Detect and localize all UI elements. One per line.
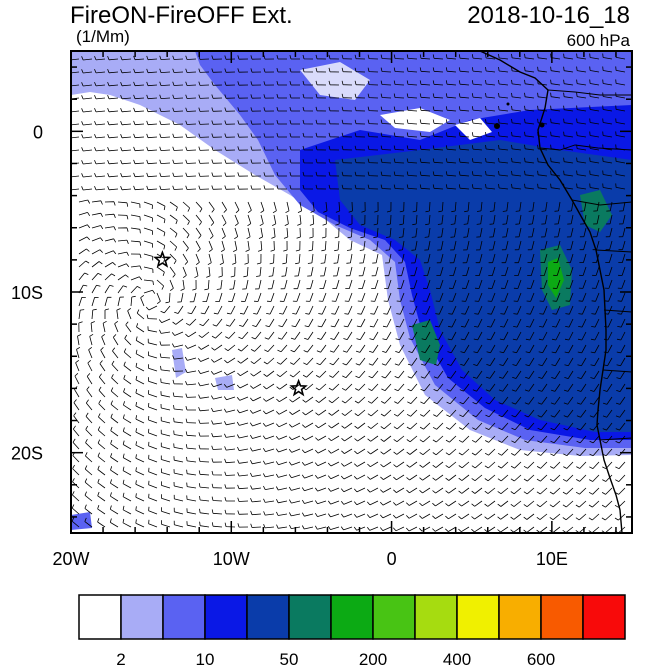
country-border bbox=[539, 89, 632, 441]
colorbar-box bbox=[246, 594, 290, 640]
colorbar-label: 2 bbox=[116, 650, 126, 669]
field-band-dark bbox=[335, 140, 632, 432]
colorbar-label: 600 bbox=[526, 650, 556, 669]
colorbar-box bbox=[498, 594, 542, 640]
colorbar-box bbox=[456, 594, 500, 640]
axis-ticks bbox=[70, 51, 632, 533]
colorbar bbox=[78, 594, 626, 640]
lon-tick-label: 20W bbox=[52, 549, 89, 569]
field-band-teal-2 bbox=[412, 320, 440, 365]
star-markers bbox=[153, 250, 308, 397]
colorbar-box bbox=[372, 594, 416, 640]
pressure-level-label: 600 hPa bbox=[566, 31, 630, 50]
colorbar-label: 400 bbox=[442, 650, 472, 669]
colorbar-label: 50 bbox=[279, 650, 299, 669]
colorbar-label: 10 bbox=[195, 650, 215, 669]
colorbar-box bbox=[288, 594, 332, 640]
field-blob-3 bbox=[71, 512, 92, 530]
wind-barb-field bbox=[71, 53, 626, 533]
lat-tick-label: 10S bbox=[11, 283, 43, 303]
wind-barbs bbox=[71, 53, 626, 533]
lon-tick-label: 10W bbox=[213, 549, 250, 569]
colorbar-box bbox=[582, 594, 626, 640]
colorbar-label: 200 bbox=[358, 650, 388, 669]
axis-tick-labels: 20W 10W 0 10E 0 10S 20S bbox=[11, 122, 568, 569]
colorbar-box bbox=[330, 594, 374, 640]
colorbar-box bbox=[78, 594, 122, 640]
island-dot-3 bbox=[506, 102, 510, 106]
colorbar-box bbox=[162, 594, 206, 640]
coastline bbox=[479, 51, 623, 533]
lon-tick-label: 0 bbox=[387, 549, 397, 569]
colorbar-box bbox=[120, 594, 164, 640]
units-label: (1/Mm) bbox=[76, 27, 130, 46]
island-dot-1 bbox=[494, 123, 500, 129]
lon-tick-label: 10E bbox=[536, 549, 568, 569]
star-marker-2 bbox=[289, 378, 308, 397]
star-marker-1 bbox=[153, 250, 172, 268]
colorbar-box bbox=[540, 594, 584, 640]
colorbar-box bbox=[414, 594, 458, 640]
map-canvas: 20W 10W 0 10E 0 10S 20S bbox=[11, 50, 633, 569]
lat-tick-label: 0 bbox=[33, 122, 43, 142]
island-dot-2 bbox=[539, 122, 545, 128]
field-blob-1 bbox=[172, 348, 186, 378]
lat-tick-label: 20S bbox=[11, 444, 43, 464]
field-clear-patch-2 bbox=[380, 108, 450, 132]
colorbar-box bbox=[204, 594, 248, 640]
map-panel: 20W 10W 0 10E 0 10S 20S bbox=[11, 50, 633, 569]
map-title: FireON-FireOFF Ext. bbox=[70, 2, 293, 29]
datetime-label: 2018-10-16_18 bbox=[467, 2, 630, 29]
